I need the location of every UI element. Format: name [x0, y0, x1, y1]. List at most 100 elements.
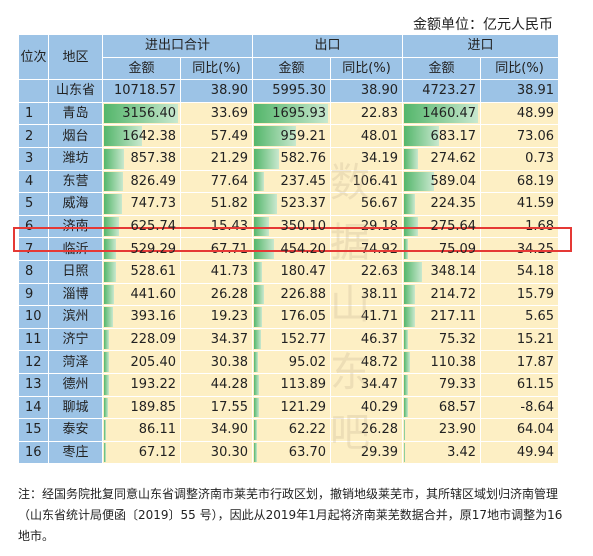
region-cell: 聊城 — [48, 395, 103, 420]
total-amount-cell: 625.74 — [102, 214, 181, 239]
export-amount-cell: 63.70 — [252, 440, 332, 465]
rank-cell: 4 — [18, 169, 49, 194]
cell-value: 959.21 — [280, 128, 327, 144]
table-row: 5 威海 747.73 51.82 523.37 56.67 224.35 41.59 — [18, 192, 560, 216]
cell-value: 226.88 — [280, 286, 327, 302]
cell-value: 1642.38 — [122, 128, 176, 144]
province-export-amount: 5995.30 — [252, 79, 332, 103]
total-amount-cell: 528.61 — [102, 259, 181, 284]
cell-value: 348.14 — [430, 264, 477, 280]
export-amount-cell: 959.21 — [252, 124, 332, 148]
export-yoy-cell: 26.28 — [330, 418, 404, 442]
cell-value: 113.89 — [280, 377, 327, 393]
import-amount-cell: 23.90 — [402, 418, 482, 442]
cell-value: 180.47 — [280, 264, 327, 280]
total-yoy-cell: 15.43 — [179, 214, 254, 239]
rank-cell: 9 — [18, 282, 49, 307]
total-amount-cell: 529.29 — [102, 237, 181, 261]
import-yoy-cell: 49.94 — [480, 440, 560, 465]
unit-label: 金额单位：亿元人民币 — [413, 17, 553, 33]
import-amount-cell: 214.72 — [402, 282, 482, 307]
import-amount-cell: 275.64 — [402, 214, 482, 239]
data-bar — [404, 397, 408, 418]
cell-value: 75.32 — [438, 332, 477, 348]
cell-value: 3156.40 — [122, 106, 176, 122]
region-cell: 东营 — [48, 169, 103, 194]
cell-value: 110.38 — [430, 354, 477, 370]
cell-value: 582.76 — [280, 151, 327, 167]
data-bar — [404, 126, 439, 146]
import-yoy-cell: 64.04 — [480, 418, 560, 442]
data-bar — [254, 261, 262, 282]
header-import-amount: 金额 — [402, 56, 482, 81]
data-bar — [404, 352, 410, 372]
data-bar — [254, 374, 259, 395]
data-bar — [404, 239, 408, 259]
header-total-amount: 金额 — [102, 56, 181, 81]
import-yoy-cell: 73.06 — [480, 124, 560, 148]
total-yoy-cell: 33.69 — [179, 101, 254, 126]
province-import-amount: 4723.27 — [402, 79, 482, 103]
cell-value: 529.29 — [130, 241, 177, 257]
cell-value: 625.74 — [130, 219, 177, 235]
export-amount-cell: 176.05 — [252, 305, 332, 329]
import-amount-cell: 217.11 — [402, 305, 482, 329]
cell-value: 95.02 — [288, 354, 327, 370]
cell-value: 857.38 — [130, 151, 177, 167]
cell-value: 121.29 — [280, 399, 327, 415]
export-yoy-cell: 34.19 — [330, 146, 404, 171]
region-cell: 临沂 — [48, 237, 103, 261]
total-yoy-cell: 17.55 — [179, 395, 254, 420]
data-bar — [404, 307, 416, 327]
data-bar — [104, 103, 178, 124]
data-bar — [254, 397, 260, 418]
table-row: 2 烟台 1642.38 57.49 959.21 48.01 683.17 73.06 — [18, 124, 560, 148]
rank-cell: 15 — [18, 418, 49, 442]
import-yoy-cell: 61.15 — [480, 372, 560, 397]
export-yoy-cell: 29.18 — [330, 214, 404, 239]
total-yoy-cell: 21.29 — [179, 146, 254, 171]
cell-value: 1460.47 — [422, 106, 477, 122]
export-yoy-cell: 74.92 — [330, 237, 404, 261]
total-yoy-cell: 30.30 — [179, 440, 254, 465]
export-amount-cell: 1695.93 — [252, 101, 332, 126]
table-row: 6 济南 625.74 15.43 350.10 29.18 275.64 1.68 — [18, 214, 560, 239]
data-bar — [404, 420, 406, 440]
cell-value: 747.73 — [130, 196, 177, 212]
region-cell: 枣庄 — [48, 440, 103, 465]
total-amount-cell: 857.38 — [102, 146, 181, 171]
table-row: 12 菏泽 205.40 30.38 95.02 48.72 110.38 17.87 — [18, 350, 560, 374]
rank-cell: 12 — [18, 350, 49, 374]
table-row: 9 淄博 441.60 26.28 226.88 38.11 214.72 15.79 — [18, 282, 560, 307]
data-bar — [104, 397, 109, 418]
import-amount-cell: 589.04 — [402, 169, 482, 194]
total-amount-cell: 205.40 — [102, 350, 181, 374]
cell-value: 1695.93 — [272, 106, 327, 122]
import-amount-cell: 274.62 — [402, 146, 482, 171]
import-yoy-cell: 41.59 — [480, 192, 560, 216]
import-amount-cell: 110.38 — [402, 350, 482, 374]
total-yoy-cell: 34.90 — [179, 418, 254, 442]
total-yoy-cell: 77.64 — [179, 169, 254, 194]
export-yoy-cell: 22.83 — [330, 101, 404, 126]
cell-value: 214.72 — [430, 286, 477, 302]
province-rank — [18, 79, 49, 103]
total-amount-cell: 1642.38 — [102, 124, 181, 148]
header-import: 进口 — [402, 34, 560, 58]
table-row: 4 东营 826.49 77.64 237.45 106.41 589.04 68.19 — [18, 169, 560, 194]
cell-value: 67.12 — [138, 444, 176, 460]
export-amount-cell: 121.29 — [252, 395, 332, 420]
import-amount-cell: 348.14 — [402, 259, 482, 284]
region-cell: 淄博 — [48, 282, 103, 307]
export-amount-cell: 523.37 — [252, 192, 332, 216]
rank-cell: 10 — [18, 305, 49, 329]
import-amount-cell: 224.35 — [402, 192, 482, 216]
import-yoy-cell: 68.19 — [480, 169, 560, 194]
data-bar — [254, 352, 259, 372]
cell-value: 193.22 — [130, 377, 177, 393]
total-amount-cell: 441.60 — [102, 282, 181, 307]
export-amount-cell: 226.88 — [252, 282, 332, 307]
data-bar — [254, 126, 296, 146]
import-amount-cell: 75.32 — [402, 327, 482, 352]
header-export-yoy: 同比(%) — [330, 56, 404, 81]
